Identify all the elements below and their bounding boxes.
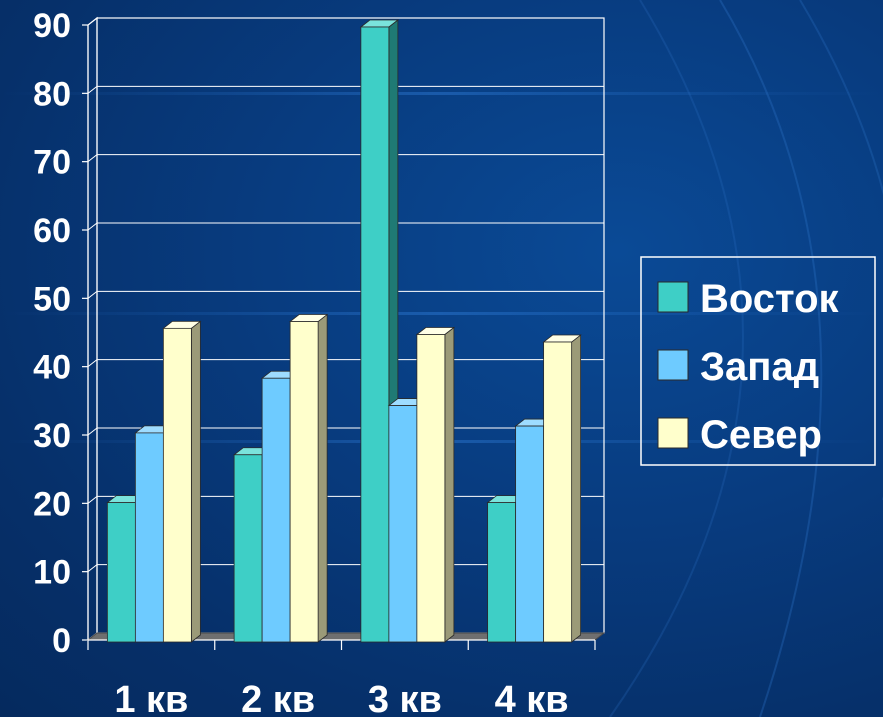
y-tick-label: 70: [33, 144, 71, 182]
bar-side-face: [571, 334, 582, 643]
gridline-side: [87, 290, 98, 299]
bar-front-face: [416, 334, 446, 643]
legend-swatch: [657, 349, 689, 381]
y-tick-label: 50: [33, 280, 71, 318]
bar-front-face: [388, 405, 418, 643]
y-tick-label: 90: [33, 7, 71, 45]
side-wall: [87, 16, 98, 642]
gridline-side: [87, 495, 98, 504]
bar-front-face: [261, 377, 291, 643]
x-tick-label: 1 кв: [114, 679, 188, 717]
gridline-side: [87, 222, 98, 231]
legend-box: [640, 256, 876, 466]
bar-front-face: [515, 425, 545, 643]
x-tick-label: 3 кв: [368, 679, 442, 717]
gridline-side: [87, 427, 98, 436]
y-tick-label: 10: [33, 554, 71, 592]
y-tick-label: 60: [33, 212, 71, 250]
y-tick-label: 40: [33, 349, 71, 387]
bar-front-face: [543, 341, 573, 643]
bar-front-face: [289, 321, 319, 643]
legend: Восток Запад Север: [640, 256, 876, 466]
legend-swatch: [657, 417, 689, 449]
bar: [415, 326, 456, 643]
gridline-side: [87, 564, 98, 573]
bar: [162, 320, 202, 643]
bar: [542, 334, 582, 643]
bar-front-face: [162, 327, 192, 643]
bar-front-face: [134, 432, 164, 643]
x-tick-label: 2 кв: [241, 679, 315, 717]
bar-front-face: [233, 454, 263, 643]
gridline-side: [87, 17, 98, 26]
legend-swatch: [657, 281, 689, 313]
gridline-side: [87, 359, 98, 368]
plot-area: 0 10 20 30 40 50 60 70 80 90 1 кв 2 кв 3 кв 4 кв: [33, 7, 606, 717]
gridline-side: [87, 154, 98, 163]
bar-side-face: [317, 313, 328, 643]
legend-label: Запад: [700, 345, 819, 389]
bar-front-face: [487, 502, 517, 643]
legend-label: Север: [700, 413, 822, 457]
legend-label: Восток: [700, 277, 840, 321]
x-tick-label: 4 кв: [495, 679, 569, 717]
bar-front-face: [360, 26, 390, 643]
bar-side-face: [444, 326, 455, 643]
y-tick-label: 20: [33, 485, 71, 523]
y-tick-label: 0: [52, 622, 71, 660]
bar-side-face: [190, 320, 201, 643]
bar-front-face: [106, 502, 136, 643]
y-tick-label: 30: [33, 417, 71, 455]
gridline-side: [87, 85, 98, 94]
y-tick-label: 80: [33, 75, 71, 113]
bar: [288, 313, 329, 643]
